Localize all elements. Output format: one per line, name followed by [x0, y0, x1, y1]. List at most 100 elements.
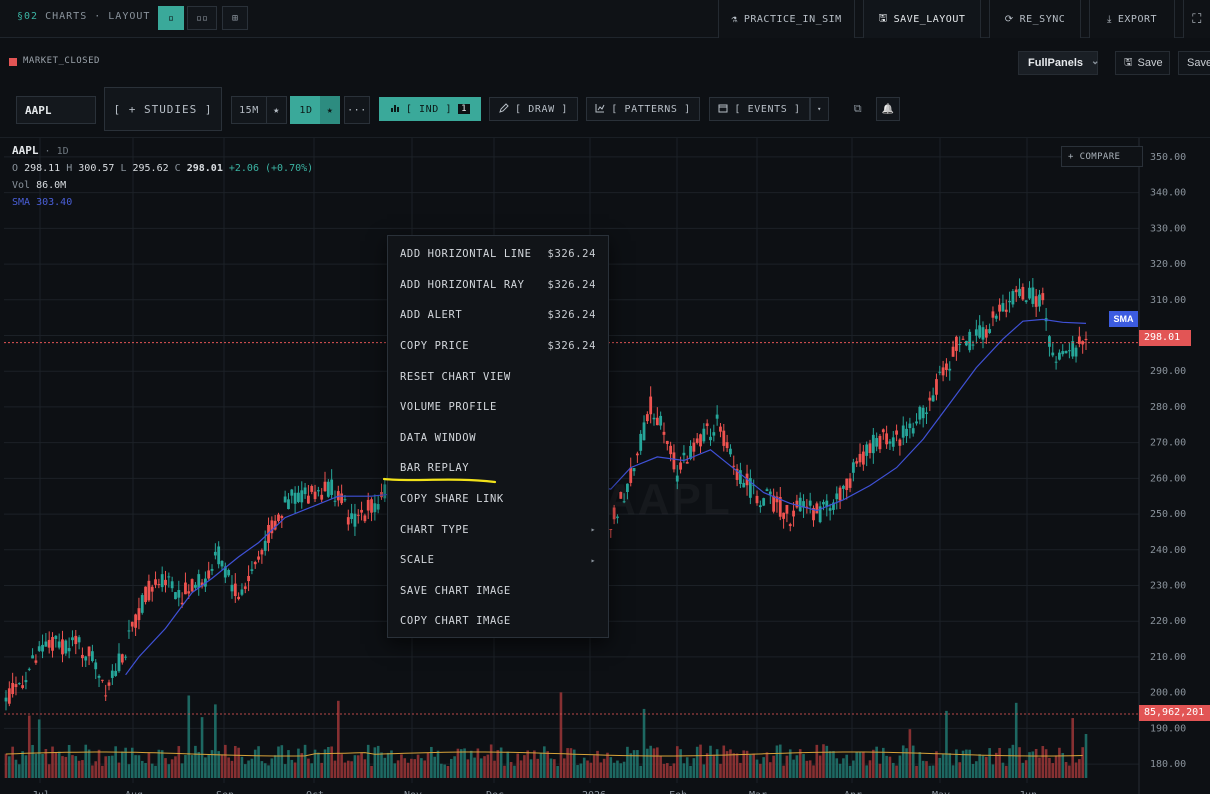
volume-bar	[386, 752, 390, 778]
candle-body	[622, 501, 626, 503]
caret-down-icon: ▾	[817, 105, 822, 113]
volume-bar	[705, 753, 709, 778]
events-button[interactable]: [ EVENTS ]	[709, 97, 810, 121]
candle-body	[263, 540, 267, 551]
volume-bar	[320, 762, 323, 778]
layout-select[interactable]: FullPanels ⌄	[1018, 51, 1099, 75]
layout-quad-button[interactable]: ⊞	[222, 6, 248, 30]
volume-bar	[257, 746, 260, 778]
compare-button[interactable]: + COMPARE	[1061, 146, 1143, 167]
volume-bar	[579, 763, 583, 778]
volume-bar	[1064, 762, 1068, 778]
popout-button[interactable]: ⧉	[847, 97, 869, 121]
events-dropdown-button[interactable]: ▾	[810, 97, 829, 121]
candle-body	[848, 478, 852, 488]
legend-change: +2.06 (+0.70%)	[228, 163, 314, 174]
studies-button[interactable]: [ + STUDIES ]	[104, 87, 222, 131]
menu-item-add-horizontal-line[interactable]: ADD HORIZONTAL LINE $326.24	[388, 239, 608, 270]
candle-body	[74, 635, 78, 645]
layout-single-button[interactable]: ▫	[158, 6, 184, 30]
volume-bar	[353, 755, 357, 778]
volume-bar	[519, 760, 523, 778]
re-sync-button[interactable]: ⟳ RE_SYNC	[989, 0, 1081, 38]
volume-bar	[709, 745, 712, 778]
menu-item-reset-chart-view[interactable]: RESET CHART VIEW	[388, 361, 608, 392]
volume-bar	[150, 763, 154, 778]
candle-body	[642, 422, 646, 441]
candle-body	[1058, 352, 1061, 360]
menu-item-label: ADD HORIZONTAL LINE	[400, 248, 532, 261]
candle-body	[782, 512, 785, 519]
volume-bar	[656, 747, 659, 778]
menu-item-scale[interactable]: SCALE ▸	[388, 545, 608, 576]
alerts-button[interactable]: 🔔	[876, 97, 900, 121]
volume-bar	[848, 765, 852, 778]
sma-axis-tag: SMA	[1109, 311, 1138, 327]
menu-item-copy-price[interactable]: COPY PRICE $326.24	[388, 331, 608, 362]
patterns-button[interactable]: [ PATTERNS ]	[586, 97, 700, 121]
candle-body	[729, 448, 732, 455]
submenu-arrow-icon: ▸	[590, 525, 596, 535]
candle-body	[24, 680, 28, 683]
volume-bar	[337, 700, 340, 778]
menu-item-bar-replay[interactable]: BAR REPLAY	[388, 453, 608, 484]
volume-bar	[523, 755, 526, 778]
menu-item-data-window[interactable]: DATA WINDOW	[388, 423, 608, 454]
candle-body	[808, 500, 812, 506]
volume-bar	[546, 751, 549, 778]
menu-item-volume-profile[interactable]: VOLUME PROFILE	[388, 392, 608, 423]
x-tick-label: May	[932, 790, 950, 794]
more-timeframes-button[interactable]: ···	[344, 96, 370, 124]
candle-body	[958, 343, 962, 345]
volume-bar	[423, 760, 427, 778]
candle-body	[17, 683, 21, 685]
timeframe-1d-button[interactable]: 1D	[290, 96, 322, 124]
favorite-1d-button[interactable]: ★	[320, 96, 340, 124]
volume-bar	[961, 750, 965, 778]
last-price-tag: 298.01	[1139, 330, 1191, 346]
menu-item-add-horizontal-ray[interactable]: ADD HORIZONTAL RAY $326.24	[388, 270, 608, 301]
save-layout-button[interactable]: 🖫 SAVE_LAYOUT	[863, 0, 981, 38]
timeframe-15m-button[interactable]: 15M	[231, 96, 267, 124]
ticker-input[interactable]	[16, 96, 96, 124]
legend-high-label: H	[66, 163, 73, 174]
candle-body	[150, 586, 154, 592]
export-button[interactable]: ⤓ EXPORT	[1089, 0, 1175, 38]
volume-bar	[739, 762, 742, 778]
volume-bar	[54, 752, 58, 778]
menu-item-chart-type[interactable]: CHART TYPE ▸	[388, 514, 608, 545]
practice-in-sim-button[interactable]: ⚗ PRACTICE_IN_SIM	[718, 0, 855, 38]
volume-bar	[436, 750, 440, 778]
volume-bar	[463, 748, 466, 778]
favorite-15m-button[interactable]: ★	[266, 96, 287, 124]
y-tick-label: 290.00	[1150, 366, 1186, 377]
menu-item-label: COPY PRICE	[400, 340, 470, 353]
candle-body	[1054, 361, 1058, 363]
indicators-button[interactable]: [ IND ] 1	[379, 97, 481, 121]
volume-bar	[393, 763, 397, 778]
candle-body	[968, 331, 972, 351]
candle-body	[34, 660, 38, 663]
save-button[interactable]: 🖫 Save	[1115, 51, 1170, 75]
volume-bar	[333, 760, 337, 778]
volume-bar	[343, 762, 347, 778]
menu-item-save-chart-image[interactable]: SAVE CHART IMAGE	[388, 576, 608, 607]
candle-body	[343, 499, 347, 501]
menu-item-add-alert[interactable]: ADD ALERT $326.24	[388, 300, 608, 331]
volume-bar	[529, 759, 533, 778]
volume-bar	[300, 753, 304, 778]
candle-body	[715, 414, 719, 419]
fullscreen-button[interactable]: ⛶	[1183, 0, 1210, 38]
candle-body	[925, 412, 928, 414]
volume-bar	[413, 759, 417, 778]
volume-bar	[466, 759, 470, 778]
x-tick-label: Sep	[216, 790, 234, 794]
volume-bar	[543, 746, 546, 778]
x-tick-label: Apr	[844, 790, 862, 794]
menu-item-copy-share-link[interactable]: COPY SHARE LINK	[388, 484, 608, 515]
layout-dual-button[interactable]: ▫▫	[187, 6, 217, 30]
draw-button[interactable]: [ DRAW ]	[489, 97, 578, 121]
save-button-secondary[interactable]: Save	[1178, 51, 1210, 75]
volume-bar	[1014, 702, 1018, 778]
menu-item-copy-chart-image[interactable]: COPY CHART IMAGE	[388, 606, 608, 637]
